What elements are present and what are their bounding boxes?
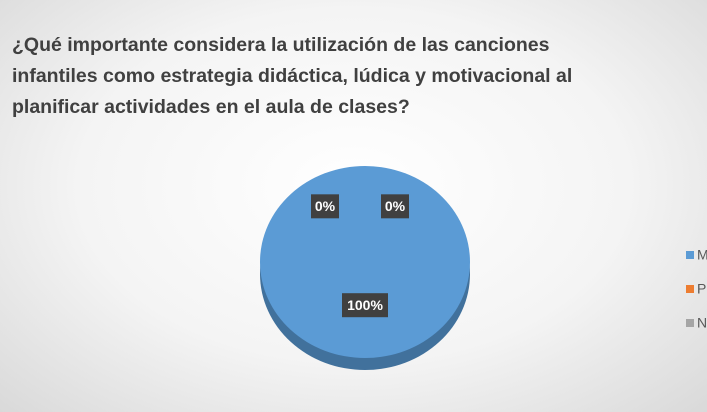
data-label-box [311, 194, 339, 219]
data-label-box [381, 194, 409, 219]
data-label: 100% [347, 297, 383, 313]
data-label-box [342, 293, 388, 318]
data-label: 0% [315, 198, 336, 214]
legend-label: MI [697, 247, 707, 263]
legend-swatch [686, 251, 694, 259]
data-label: 0% [385, 198, 406, 214]
legend-swatch [686, 319, 694, 327]
legend-label: NI [697, 315, 707, 331]
chart-title: ¿Qué importante considera la utilización… [12, 34, 573, 118]
legend-label: PI [697, 281, 707, 297]
legend-swatch [686, 285, 694, 293]
